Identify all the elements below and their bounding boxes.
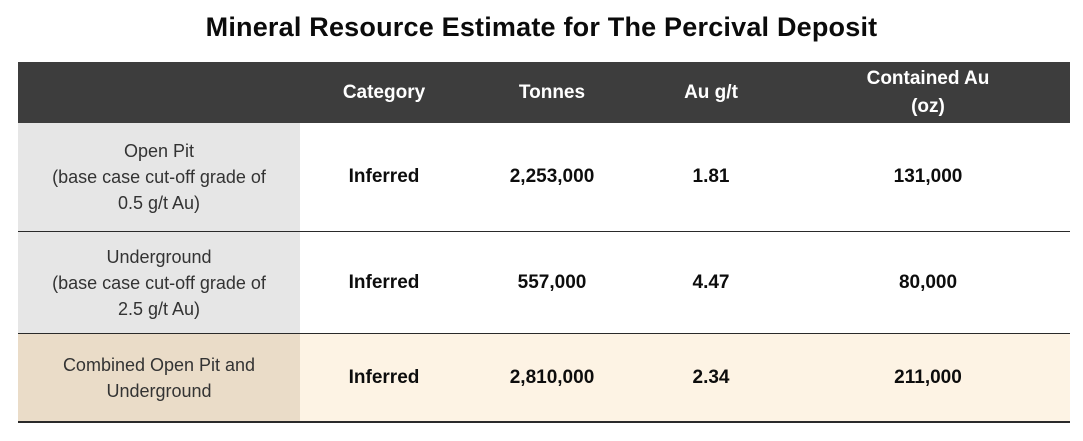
resource-table: Category Tonnes Au g/t Contained Au (oz)… — [18, 62, 1070, 423]
category-cell: Inferred — [348, 166, 420, 187]
category-cell: Inferred — [348, 271, 420, 293]
table-row: Underground (base case cut-off grade of … — [18, 232, 1070, 334]
header-tonnes: Tonnes — [518, 81, 586, 103]
header-contained-au-line2: (oz) — [911, 95, 945, 117]
row-label-line: Open Pit — [123, 141, 195, 161]
row-label-combined: Combined Open Pit and Underground — [18, 334, 300, 421]
header-contained-au: Contained Au (oz) — [786, 62, 1070, 123]
header-empty-cell — [18, 62, 300, 123]
tonnes-cell: 557,000 — [517, 271, 587, 293]
row-label-open-pit: Open Pit (base case cut-off grade of 0.5… — [18, 123, 300, 231]
contained-au-cell: 131,000 — [893, 166, 963, 187]
row-label-line: (base case cut-off grade of — [52, 272, 266, 293]
row-label-line: Underground — [106, 246, 212, 267]
table-row: Open Pit (base case cut-off grade of 0.5… — [18, 123, 1070, 232]
page-title: Mineral Resource Estimate for The Perciv… — [205, 12, 878, 42]
row-label-line: 2.5 g/t Au) — [117, 298, 201, 319]
grade-cell: 2.34 — [692, 366, 730, 388]
header-contained-au-line1: Contained Au — [866, 67, 990, 89]
header-category: Category — [342, 81, 426, 103]
tonnes-cell: 2,810,000 — [509, 366, 595, 388]
grade-cell: 4.47 — [692, 271, 730, 293]
row-label-line: Underground — [106, 380, 212, 401]
row-label-line: Combined Open Pit and — [62, 354, 256, 375]
header-grade: Au g/t — [684, 81, 738, 103]
table-row: Combined Open Pit and Underground Inferr… — [18, 334, 1070, 423]
contained-au-cell: 80,000 — [898, 271, 958, 293]
contained-au-cell: 211,000 — [894, 366, 962, 388]
row-label-line: 0.5 g/t Au) — [117, 193, 201, 213]
category-cell: Inferred — [348, 366, 420, 388]
row-label-line: (base case cut-off grade of — [52, 167, 266, 187]
tonnes-cell: 2,253,000 — [509, 166, 595, 187]
table-header-row: Category Tonnes Au g/t Contained Au (oz) — [18, 62, 1070, 123]
grade-cell: 1.81 — [692, 166, 730, 187]
row-label-underground: Underground (base case cut-off grade of … — [18, 232, 300, 333]
